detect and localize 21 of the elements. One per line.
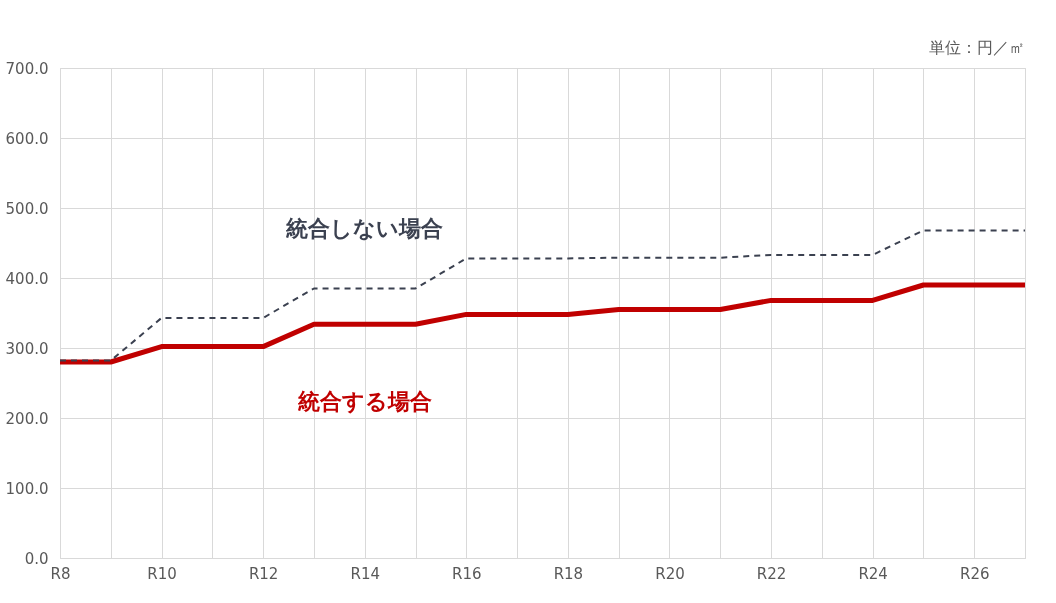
y-tick-label: 100.0 [5, 479, 49, 498]
x-tick-label: R20 [655, 564, 685, 583]
y-tick-label: 400.0 [5, 269, 49, 288]
y-tick-label: 500.0 [5, 199, 49, 218]
x-tick-label: R24 [858, 564, 888, 583]
y-tick-label: 200.0 [5, 409, 49, 428]
x-tick-label: R10 [147, 564, 177, 583]
text: 単位：円／㎡ [929, 38, 1025, 57]
y-tick-label: 0.0 [24, 549, 49, 568]
x-tick-label: R8 [50, 564, 71, 583]
x-tick-label: R16 [452, 564, 482, 583]
y-tick-label: 600.0 [5, 129, 49, 148]
x-tick-label: R12 [248, 564, 279, 583]
x-tick-label: R22 [756, 564, 787, 583]
series-label: 統合しない場合 [285, 215, 444, 241]
x-tick-label: R26 [959, 564, 990, 583]
x-tick-label: R14 [350, 564, 380, 583]
text: 統合する場合 [296, 389, 432, 415]
x-tick-label: R18 [553, 564, 584, 583]
y-tick-label: 300.0 [5, 339, 49, 358]
y-tick-label: 700.0 [5, 59, 49, 78]
